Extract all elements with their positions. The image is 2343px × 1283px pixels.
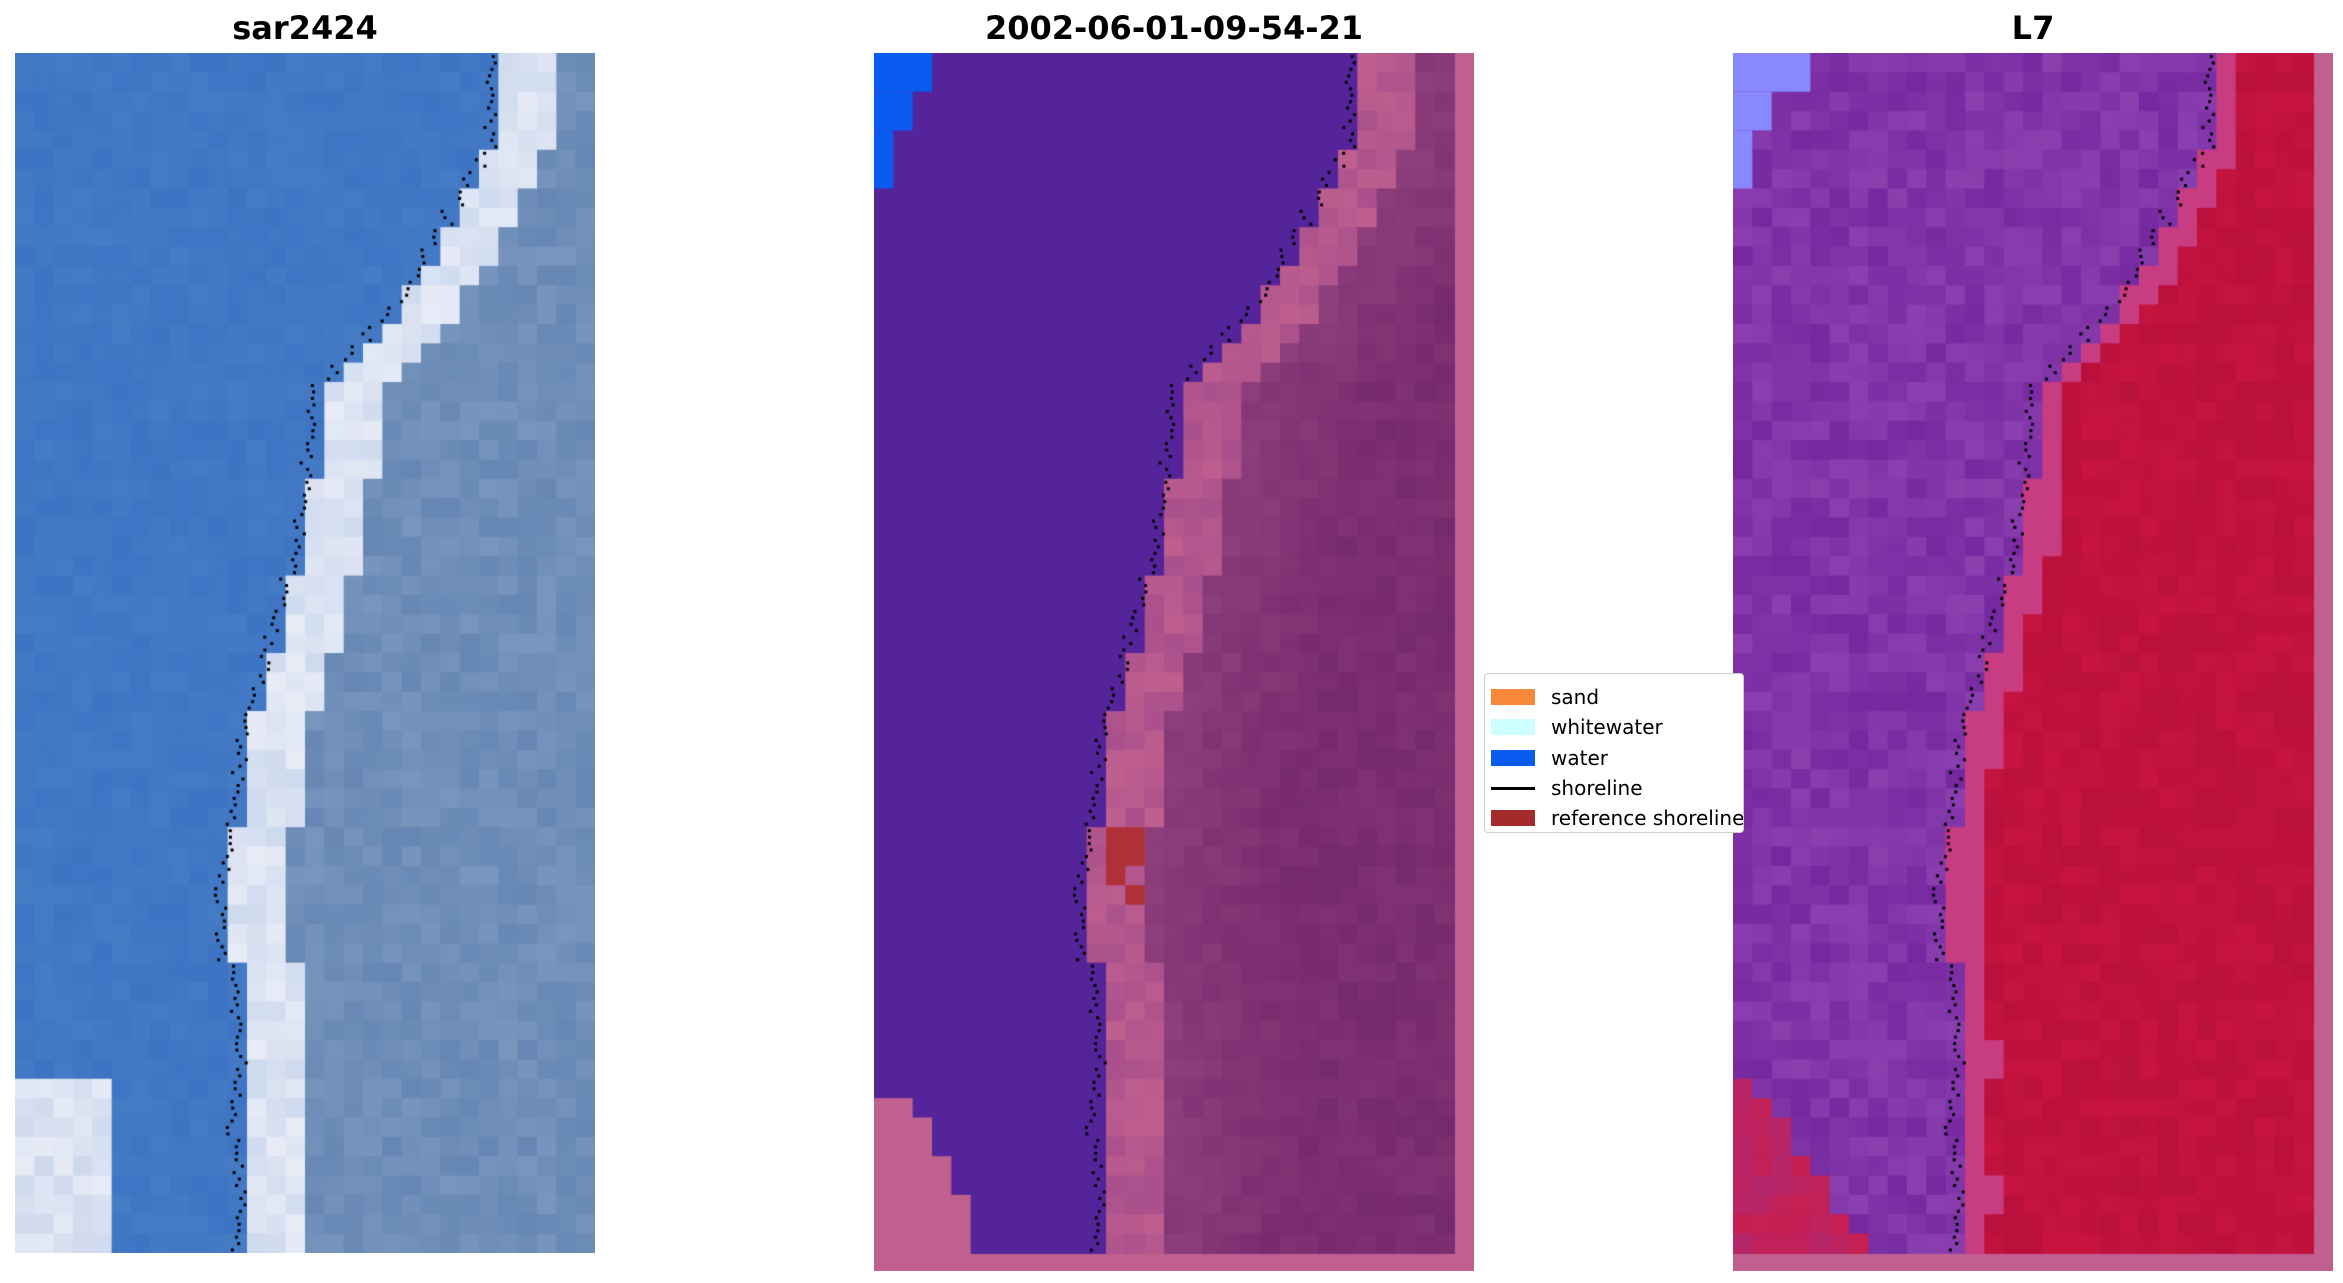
legend-label: water (1551, 746, 1608, 770)
panel-title-rgb: sar2424 (232, 9, 378, 47)
panel-title-false-color: L7 (2011, 9, 2055, 47)
whitewater-swatch (1491, 719, 1535, 735)
classified-image[interactable] (874, 53, 1474, 1271)
false-color-image[interactable] (1733, 53, 2333, 1271)
reference-shoreline-swatch (1491, 810, 1535, 826)
legend-item-water: water (1491, 745, 1608, 771)
rgb-satellite-image[interactable] (15, 53, 595, 1253)
panel-title-classified: 2002-06-01-09-54-21 (984, 9, 1364, 47)
legend-label: whitewater (1551, 715, 1663, 739)
legend-label: sand (1551, 685, 1600, 709)
sand-swatch (1491, 689, 1535, 705)
legend-item-whitewater: whitewater (1491, 714, 1663, 740)
legend-item-sand: sand (1491, 684, 1599, 710)
legend-item-reference-shoreline: reference shoreline (1491, 805, 1744, 831)
legend: sand whitewater water shoreline referenc… (1484, 673, 1744, 833)
legend-label: shoreline (1551, 776, 1643, 800)
legend-label: reference shoreline (1551, 806, 1744, 830)
legend-item-shoreline: shoreline (1491, 775, 1643, 801)
shoreline-line-swatch (1491, 786, 1535, 790)
water-swatch (1491, 750, 1535, 766)
